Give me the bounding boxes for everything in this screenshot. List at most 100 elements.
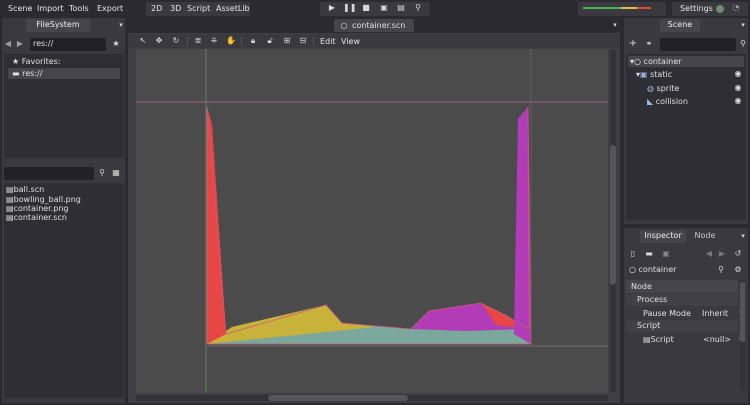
search-icon[interactable]: ⚲ (740, 39, 746, 48)
scene-tabs-menu-icon[interactable]: ▾ (613, 21, 617, 29)
tab-container-scn[interactable] (334, 19, 414, 32)
settings-area (672, 2, 748, 16)
image-file-icon: ▤ (6, 195, 14, 204)
script-value[interactable]: <null> (703, 335, 731, 344)
script-property: ▤Script (643, 335, 674, 344)
forward-arrow-icon[interactable]: ▶ (16, 39, 24, 48)
list-select-icon[interactable]: ≣ (194, 36, 202, 45)
expand-arrow-icon[interactable]: ▾ (630, 57, 635, 66)
mode-2d[interactable]: 2D (151, 4, 163, 13)
pause-mode-select[interactable]: Inherit (702, 309, 729, 318)
grid-view-icon[interactable]: ▦ (112, 168, 120, 177)
history-forward-icon[interactable]: ▶ (718, 249, 726, 258)
mode-3d[interactable]: 3D (170, 4, 182, 13)
tree-node-collision[interactable]: ◣ collision (647, 97, 689, 106)
static-body-icon: ▣ (640, 70, 651, 79)
meter-red (637, 7, 651, 9)
dock-menu-icon[interactable]: ▾ (741, 21, 745, 29)
search-icon[interactable]: ⚲ (718, 265, 724, 274)
move-tool-icon[interactable]: ✥ (155, 36, 163, 45)
tab-node[interactable]: Node (694, 231, 716, 240)
performance-meter (578, 2, 666, 16)
scene-filter-input[interactable] (660, 38, 736, 51)
menu-tools[interactable]: Tools (69, 4, 89, 13)
dock-menu-icon[interactable]: ▾ (741, 232, 745, 240)
expand-arrow-icon[interactable]: ▾ (636, 70, 641, 79)
tab-inspector[interactable]: Inspector (640, 230, 686, 243)
pan-tool-icon[interactable]: ✋ (226, 36, 236, 45)
mode-assetlib[interactable]: AssetLib (216, 4, 250, 13)
settings-button[interactable]: Settings (680, 4, 713, 13)
tree-selected-row[interactable] (8, 68, 120, 79)
scene-tree-selected-row[interactable] (628, 56, 744, 67)
meter-yellow (621, 7, 637, 9)
scene-drawing (136, 49, 608, 393)
object-history-icon[interactable]: ↺ (734, 249, 742, 258)
tab-scene[interactable]: Scene (660, 19, 700, 32)
folder-icon: ▬ (12, 69, 23, 78)
horizontal-scroll-thumb[interactable] (268, 395, 408, 401)
ungroup-icon[interactable]: ⊟ (299, 36, 307, 45)
scene-tab-label: container.scn (352, 21, 406, 30)
file-item[interactable]: ▤bowling_ball.png (6, 195, 81, 204)
rotate-tool-icon[interactable]: ↻ (172, 36, 180, 45)
history-back-icon[interactable]: ◀ (705, 249, 713, 258)
pause-icon[interactable]: ❚❚ (343, 3, 357, 12)
tab-filesystem[interactable]: FileSystem (26, 19, 90, 32)
lock-icon[interactable]: 🔒︎ (250, 36, 256, 45)
play-custom-scene-icon[interactable]: ▤ (397, 3, 405, 12)
stop-icon[interactable]: ■ (362, 3, 370, 12)
tree-node-container[interactable]: ▾○ container (630, 57, 682, 66)
path-input[interactable] (30, 38, 106, 51)
section-node-header[interactable] (626, 280, 738, 293)
inspected-object-name: ○ container (629, 265, 677, 274)
right-spike (514, 107, 531, 344)
path-input-text: res:// (33, 39, 54, 48)
unlock-icon[interactable]: 🔓︎ (267, 36, 273, 45)
tree-node-sprite[interactable]: ◍ sprite (647, 84, 680, 93)
select-tool-icon[interactable]: ↖ (139, 36, 147, 45)
scene-file-icon: ▤ (6, 213, 14, 222)
open-folder-icon[interactable]: ▬ (645, 249, 653, 258)
vertical-scroll-thumb[interactable] (610, 145, 616, 285)
link-icon[interactable]: ⚭ (645, 39, 653, 48)
file-item[interactable]: ▤container.png (6, 204, 69, 213)
favorite-star-icon[interactable]: ★ (112, 39, 120, 48)
debug-icon[interactable]: ⚲ (415, 3, 421, 12)
inspector-scroll-thumb[interactable] (740, 282, 745, 342)
dock-menu-icon[interactable]: ▾ (119, 21, 123, 29)
back-arrow-icon[interactable]: ◀ (4, 39, 12, 48)
new-resource-icon[interactable]: ▯ (630, 249, 636, 258)
add-node-icon[interactable]: + (628, 38, 638, 49)
tree-item-res[interactable]: ▬ res:// (12, 69, 43, 78)
meter-green (583, 7, 621, 9)
section-script-header[interactable] (626, 320, 738, 332)
menu-import[interactable]: Import (37, 4, 64, 13)
play-scene-icon[interactable]: ▣ (380, 3, 388, 12)
gear-icon[interactable]: ⚙ (734, 265, 742, 274)
edit-menu[interactable]: Edit (320, 37, 336, 46)
visibility-eye-icon[interactable]: ◉ (734, 83, 742, 92)
section-process-header[interactable] (626, 294, 738, 306)
node2d-icon: ○ (634, 57, 644, 66)
viewport-canvas[interactable] (136, 49, 608, 393)
save-icon[interactable]: ▣ (662, 249, 670, 258)
menu-export[interactable]: Export (97, 4, 124, 13)
menu-scene[interactable]: Scene (8, 4, 33, 13)
sprite-icon: ◍ (647, 84, 657, 93)
view-menu[interactable]: View (341, 37, 360, 46)
visibility-eye-icon[interactable]: ◉ (734, 69, 742, 78)
file-item[interactable]: ▤container.scn (6, 213, 67, 222)
mode-switcher (146, 2, 250, 16)
tree-node-static[interactable]: ▾▣ static (636, 70, 673, 79)
search-icon[interactable]: ⚲ (99, 168, 105, 177)
pivot-icon[interactable]: ⁜ (210, 36, 218, 45)
group-icon[interactable]: ⊞ (283, 36, 291, 45)
section-process-label: Process (637, 295, 668, 304)
visibility-eye-icon[interactable]: ◉ (734, 96, 742, 105)
file-search-input[interactable] (4, 167, 94, 180)
file-item[interactable]: ▤ball.scn (6, 185, 45, 194)
mode-script[interactable]: Script (187, 4, 211, 13)
canvas-toolbar (128, 34, 620, 48)
play-icon[interactable]: ▶ (328, 3, 336, 12)
